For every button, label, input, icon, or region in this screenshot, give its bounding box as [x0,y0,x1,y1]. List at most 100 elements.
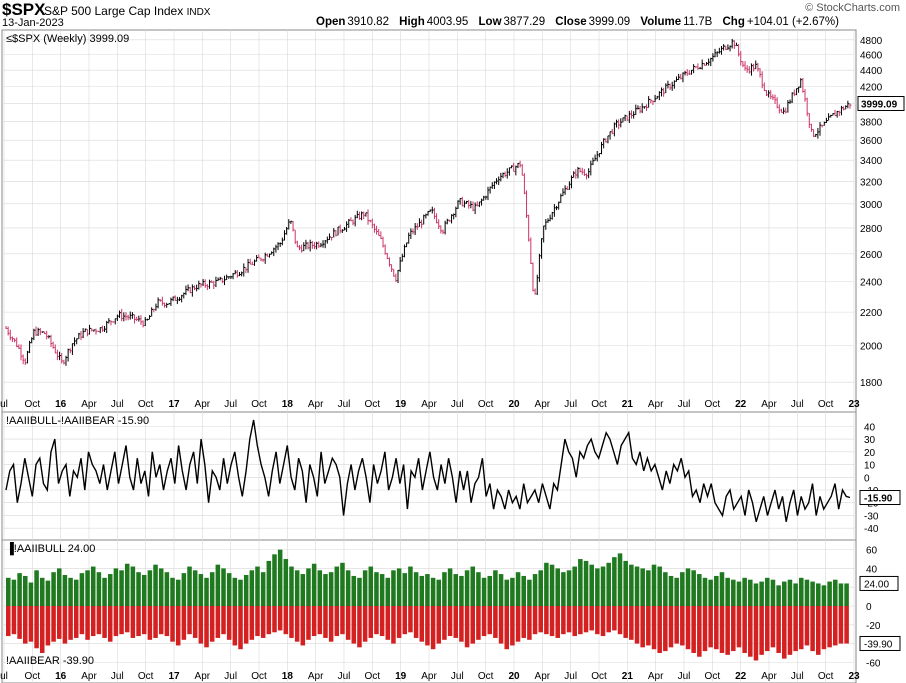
bear-bar [51,606,56,642]
bear-bar [283,606,289,635]
bull-bar [612,557,617,606]
bull-bar [56,568,62,606]
volume-value: 11.7B [683,16,713,28]
x-tick-label: Oct [138,671,154,682]
bear-bar [215,606,221,638]
bull-bar [243,575,249,606]
bear-bar [266,606,272,635]
bear-bar [753,606,759,661]
x-tick-label: Apr [81,399,97,410]
bear-bar [119,606,124,635]
bear-bar [402,606,408,635]
bull-bar [663,572,668,606]
price-y-tick-label: 3000 [860,200,883,211]
bull-bar [549,564,555,606]
x-tick-label: Jul [678,399,691,410]
x-tick-label: Oct [365,671,381,682]
bull-bar [821,585,827,606]
price-panel[interactable]: 4800460044004200400038003600340032003000… [5,36,905,389]
spread-last-value-label: -15.90 [864,494,893,505]
bear-bar [555,606,560,638]
x-tick-label: Jul [791,671,804,682]
x-tick-label: 16 [55,671,67,682]
bear-bar [204,606,209,648]
bear-bar [260,606,266,638]
bear-bar [198,606,204,644]
bear-bar [153,606,158,638]
bear-bar [147,606,153,640]
bull-bar [283,559,289,606]
bear-bar [187,606,192,635]
bull-bar [272,554,277,606]
bear-bar [175,606,181,646]
high-value: 4003.95 [426,16,469,28]
volume-label: Volume [640,16,682,28]
bull-bar [538,570,543,606]
bull-bar [317,570,323,606]
price-y-tick-label: 2400 [860,278,883,289]
bear-bar [28,606,34,642]
price-y-tick-label: 3800 [860,117,883,128]
x-tick-label: Apr [761,671,777,682]
bull-bar [816,583,821,606]
price-y-tick-label: 3200 [860,177,883,188]
bull-bar [413,572,419,606]
bull-bar [487,575,493,606]
bull-bar [634,566,640,606]
bear-bar [459,606,464,642]
bear-bar [294,606,300,642]
bear-bar [510,606,515,646]
x-tick-label: Oct [478,399,494,410]
bear-bar [113,606,119,637]
bear-bar [793,606,798,652]
bull-bar [396,568,402,606]
bull-bar [787,579,793,606]
bull-bar [215,564,221,606]
bull-bar [623,560,628,606]
price-y-tick-label: 4200 [860,82,883,93]
bull-bar [28,582,34,606]
stockcharts-brand[interactable]: © StockCharts.com [805,2,900,14]
bull-bar [181,573,187,606]
bull-bar [810,581,815,606]
bear-bar [663,606,668,652]
bear-bar [544,606,549,635]
x-tick-label: Apr [535,399,551,410]
bear-bar [470,606,476,644]
bear-bar [493,606,498,638]
bear-bar [521,606,526,638]
x-tick-label: 19 [395,399,407,410]
chart-date: 13-Jan-2023 [2,17,64,29]
bear-bar [787,606,793,655]
bear-bar [396,606,402,638]
bull-bar [204,577,209,606]
price-y-tick-label: 2200 [860,308,883,319]
price-legend: ≤$SPX (Weekly) 3999.09 [6,33,129,45]
bull-bar [68,577,73,606]
bull-bar [113,568,119,606]
bull-bar [238,579,243,606]
x-tick-label: 19 [395,671,407,682]
bull-bar [6,577,11,606]
bull-bar [17,573,22,606]
spread-legend: !AAIIBULL-!AAIIBEAR -15.90 [6,415,149,427]
bear-bar [702,606,708,652]
bear-bar [606,606,611,633]
bear-bar [685,606,691,650]
x-tick-label: Apr [421,399,437,410]
bull-bar [600,566,606,606]
bear-bar [680,606,685,646]
bull-bar [221,568,226,606]
bull-bar [668,575,674,606]
bear-bar [549,606,555,637]
bear-last-value-label: -39.90 [864,639,893,650]
bull-bar [442,572,447,606]
bear-bar [453,606,459,638]
bull-bar [447,568,453,606]
bear-bar [748,606,753,657]
x-tick-label: 21 [622,671,634,682]
bear-bar [725,606,730,655]
